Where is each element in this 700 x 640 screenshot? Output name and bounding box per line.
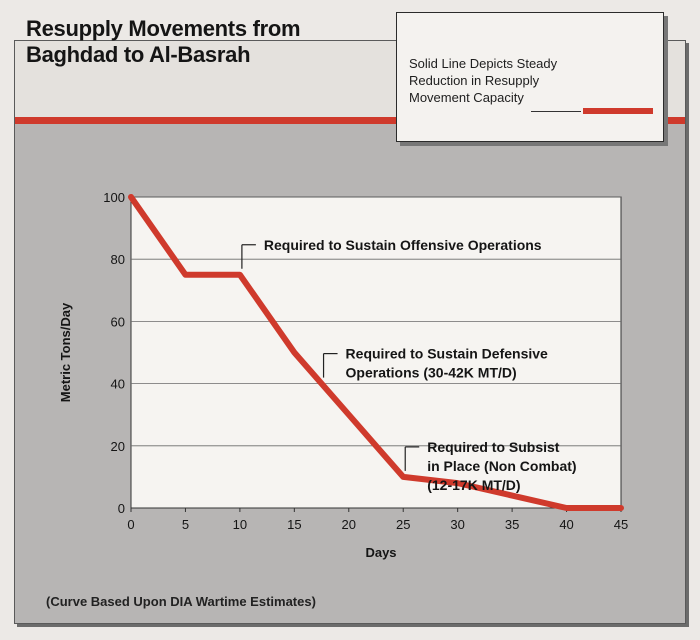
x-tick-label: 25 [396, 517, 410, 532]
legend-leader-line [531, 111, 581, 112]
x-axis-label: Days [365, 545, 396, 560]
y-tick-label: 40 [111, 377, 125, 392]
y-tick-label: 60 [111, 314, 125, 329]
y-tick-label: 80 [111, 252, 125, 267]
annotation-text: (12-17K MT/D) [427, 477, 520, 493]
annotation-text: Required to Subsist [427, 439, 560, 455]
y-axis-label: Metric Tons/Day [58, 302, 73, 402]
footnote: (Curve Based Upon DIA Wartime Estimates) [46, 594, 316, 609]
legend-text: Solid Line Depicts Steady Reduction in R… [409, 55, 557, 106]
y-tick-label: 100 [103, 190, 125, 205]
series-line [128, 194, 624, 511]
legend-line-3: Movement Capacity [409, 90, 524, 105]
chart-title-line-1: Resupply Movements from [26, 16, 301, 41]
legend-line-2: Reduction in Resupply [409, 73, 540, 88]
x-tick-label: 5 [182, 517, 189, 532]
annotation-text: Operations (30-42K MT/D) [346, 365, 517, 381]
y-tick-label: 0 [118, 501, 125, 516]
x-tick-label: 30 [450, 517, 464, 532]
x-tick-label: 40 [559, 517, 573, 532]
x-tick-label: 0 [127, 517, 134, 532]
x-tick-label: 10 [233, 517, 247, 532]
y-tick-label: 20 [111, 439, 125, 454]
x-tick-label: 20 [342, 517, 356, 532]
title-rule [15, 117, 685, 124]
legend-box: Solid Line Depicts Steady Reduction in R… [396, 12, 664, 142]
legend-swatch [583, 108, 653, 114]
x-tick-label: 15 [287, 517, 301, 532]
annotation-text: in Place (Non Combat) [427, 458, 576, 474]
plot-area [130, 196, 622, 509]
legend-line-1: Solid Line Depicts Steady [409, 56, 558, 71]
annotation-text: Required to Sustain Offensive Operations [264, 237, 542, 253]
annotation-text: Required to Sustain Defensive [346, 346, 548, 362]
x-tick-label: 45 [614, 517, 628, 532]
chart-title-line-2: Baghdad to Al-Basrah [26, 42, 251, 67]
chart-title: Resupply Movements from Baghdad to Al-Ba… [26, 16, 301, 68]
x-tick-label: 35 [505, 517, 519, 532]
